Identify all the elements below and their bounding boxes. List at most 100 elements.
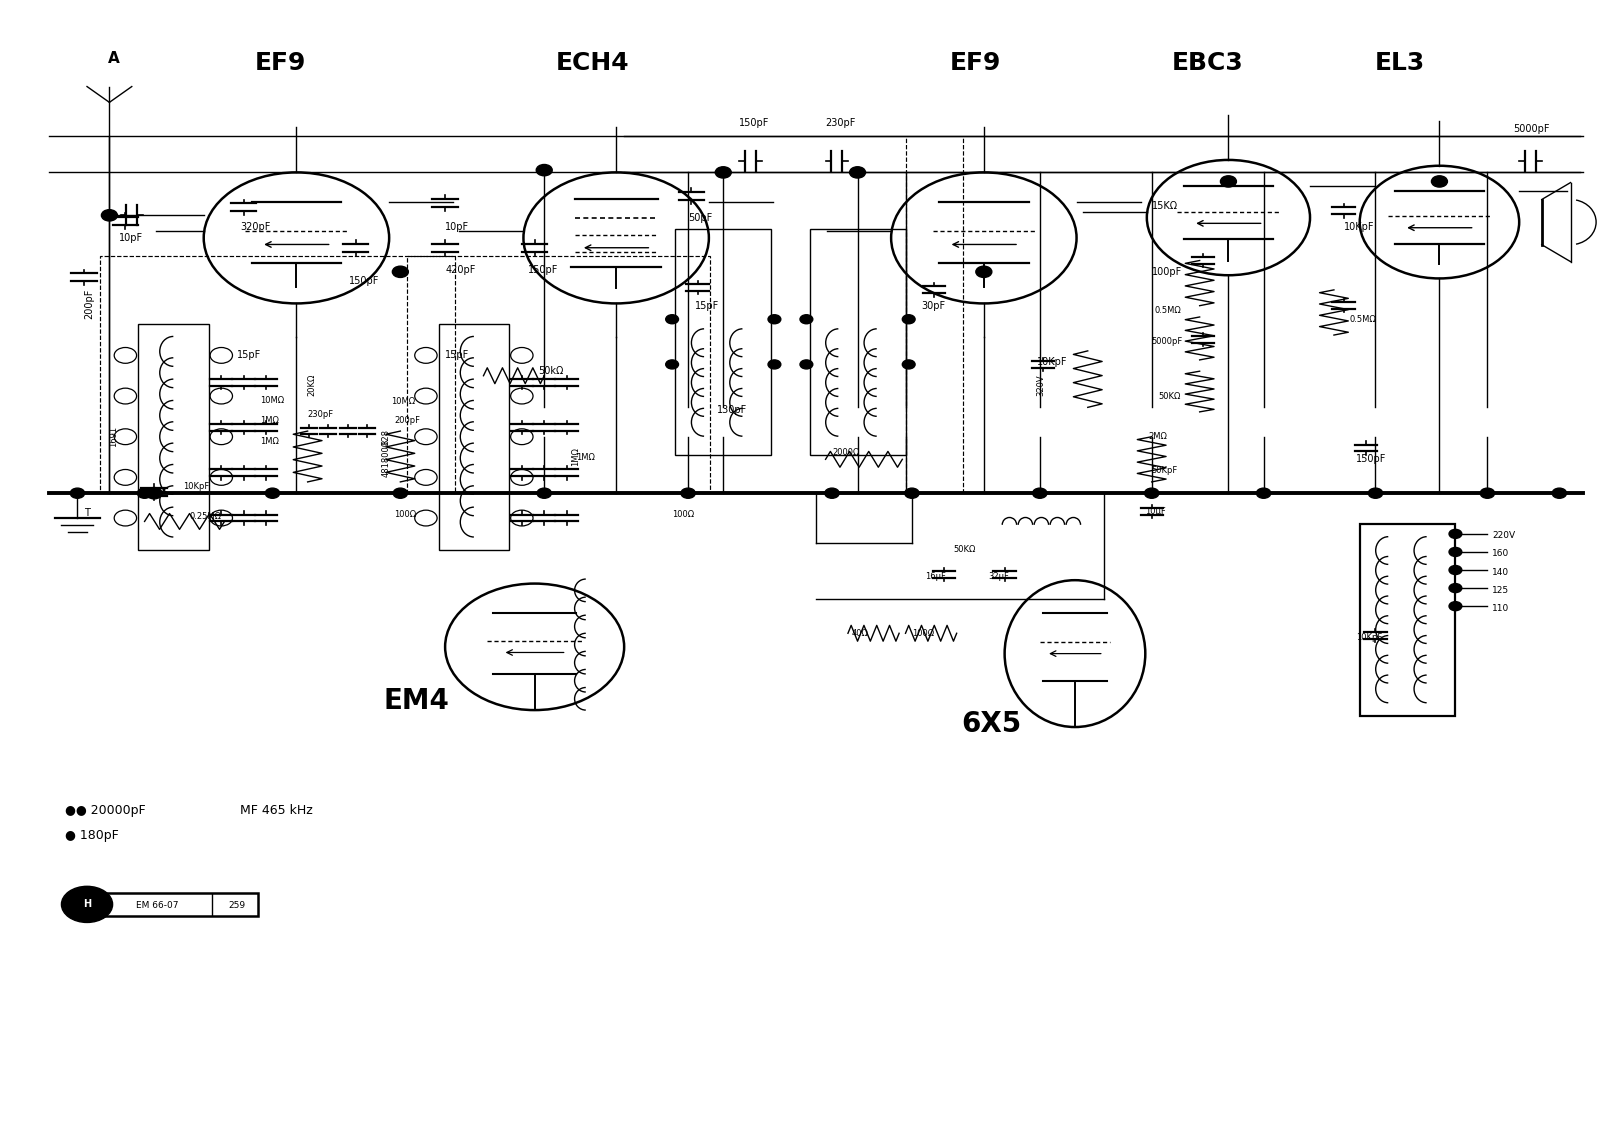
Text: 230pF: 230pF: [307, 409, 334, 418]
Circle shape: [824, 489, 838, 499]
Circle shape: [61, 887, 112, 923]
Text: 100Ω: 100Ω: [394, 510, 416, 519]
Text: A: A: [107, 51, 120, 66]
Text: 259: 259: [229, 901, 246, 910]
Text: T: T: [83, 508, 90, 518]
Text: 50pF: 50pF: [688, 213, 712, 223]
Bar: [1360, 524, 1456, 716]
Circle shape: [1144, 489, 1158, 499]
Text: 150pF: 150pF: [739, 118, 770, 128]
Text: 1MΩ: 1MΩ: [571, 448, 581, 466]
Text: 320pF: 320pF: [240, 222, 270, 232]
Text: 50KΩ: 50KΩ: [1158, 391, 1181, 400]
Text: 20KΩ: 20KΩ: [307, 373, 317, 396]
Text: 110: 110: [1493, 604, 1509, 613]
Circle shape: [1450, 584, 1462, 593]
Text: 10KpF: 10KpF: [1037, 357, 1067, 368]
Circle shape: [800, 360, 813, 369]
Bar: [138, 323, 208, 550]
Text: 10KpF: 10KpF: [182, 482, 210, 491]
Text: 5000pF: 5000pF: [1152, 337, 1182, 346]
Circle shape: [1368, 489, 1382, 499]
Text: 10KpF: 10KpF: [1357, 633, 1382, 642]
Text: 100Ω: 100Ω: [672, 510, 694, 519]
Text: 0.25MΩ: 0.25MΩ: [189, 512, 221, 521]
Circle shape: [850, 166, 866, 178]
Text: 420pF: 420pF: [445, 265, 475, 275]
Text: 160: 160: [1493, 550, 1509, 559]
Text: 30pF: 30pF: [922, 301, 946, 311]
Text: 16μF: 16μF: [925, 572, 946, 581]
Circle shape: [101, 209, 117, 221]
Circle shape: [682, 489, 696, 499]
Circle shape: [138, 489, 152, 499]
Text: 828: 828: [381, 429, 390, 444]
Circle shape: [1552, 489, 1566, 499]
Circle shape: [1450, 602, 1462, 611]
Text: EBC3: EBC3: [1171, 51, 1243, 75]
Text: 200pF: 200pF: [394, 416, 419, 425]
Text: 1MΩ: 1MΩ: [576, 452, 595, 461]
Text: 10pF: 10pF: [445, 222, 469, 232]
Circle shape: [146, 487, 162, 499]
Circle shape: [1450, 529, 1462, 538]
Text: MF 465 kHz: MF 465 kHz: [240, 804, 314, 817]
Text: 150pF: 150pF: [1357, 455, 1387, 465]
Circle shape: [70, 489, 85, 499]
Circle shape: [1450, 547, 1462, 556]
Text: 10μF: 10μF: [1146, 507, 1166, 516]
Text: EM4: EM4: [384, 687, 450, 715]
Text: 10MΩ: 10MΩ: [390, 397, 414, 406]
Text: EM 66-07: EM 66-07: [136, 901, 179, 910]
Circle shape: [768, 314, 781, 323]
Circle shape: [1221, 175, 1237, 187]
Circle shape: [800, 314, 813, 323]
Text: 130pF: 130pF: [717, 405, 747, 415]
Text: 50KΩ: 50KΩ: [954, 545, 976, 554]
Text: 15KΩ: 15KΩ: [1152, 201, 1178, 211]
Text: 40Ω: 40Ω: [851, 629, 869, 638]
Text: 10pF: 10pF: [118, 233, 142, 243]
Circle shape: [266, 489, 280, 499]
Circle shape: [392, 266, 408, 277]
Text: 50KpF: 50KpF: [1152, 466, 1178, 475]
Text: 15pF: 15pF: [445, 351, 469, 361]
Circle shape: [1432, 175, 1448, 187]
Circle shape: [536, 164, 552, 175]
Text: ●● 20000pF: ●● 20000pF: [64, 804, 146, 817]
Bar: [810, 228, 906, 455]
Circle shape: [666, 360, 678, 369]
Text: 100Ω: 100Ω: [912, 629, 934, 638]
Text: 32μF: 32μF: [989, 572, 1010, 581]
Bar: [406, 256, 710, 493]
Text: 2000Ω: 2000Ω: [832, 448, 859, 457]
Text: H: H: [83, 899, 91, 909]
Text: 200pF: 200pF: [83, 288, 94, 319]
Circle shape: [902, 360, 915, 369]
Text: 220V: 220V: [1493, 532, 1515, 541]
Circle shape: [1032, 489, 1046, 499]
Text: ECH4: ECH4: [555, 51, 629, 75]
Text: 15pF: 15pF: [694, 301, 718, 311]
Text: EL3: EL3: [1374, 51, 1424, 75]
Text: 0.5MΩ: 0.5MΩ: [1155, 305, 1182, 314]
Text: 2MΩ: 2MΩ: [1149, 432, 1168, 441]
Text: EF9: EF9: [950, 51, 1002, 75]
Text: 50kΩ: 50kΩ: [538, 366, 563, 377]
Text: 4818000: 4818000: [381, 440, 390, 476]
Circle shape: [1256, 489, 1270, 499]
Bar: [675, 228, 771, 455]
Circle shape: [768, 360, 781, 369]
Text: 140: 140: [1493, 568, 1509, 577]
Bar: [99, 256, 454, 493]
Circle shape: [976, 266, 992, 277]
Text: 1691: 1691: [109, 426, 118, 447]
Text: 100pF: 100pF: [1152, 267, 1182, 277]
Text: 0.5MΩ: 0.5MΩ: [1350, 314, 1376, 323]
Circle shape: [715, 166, 731, 178]
Text: 320V: 320V: [1037, 374, 1045, 396]
Bar: [438, 323, 509, 550]
Text: 15pF: 15pF: [237, 351, 261, 361]
Text: EF9: EF9: [254, 51, 306, 75]
Circle shape: [1450, 566, 1462, 575]
